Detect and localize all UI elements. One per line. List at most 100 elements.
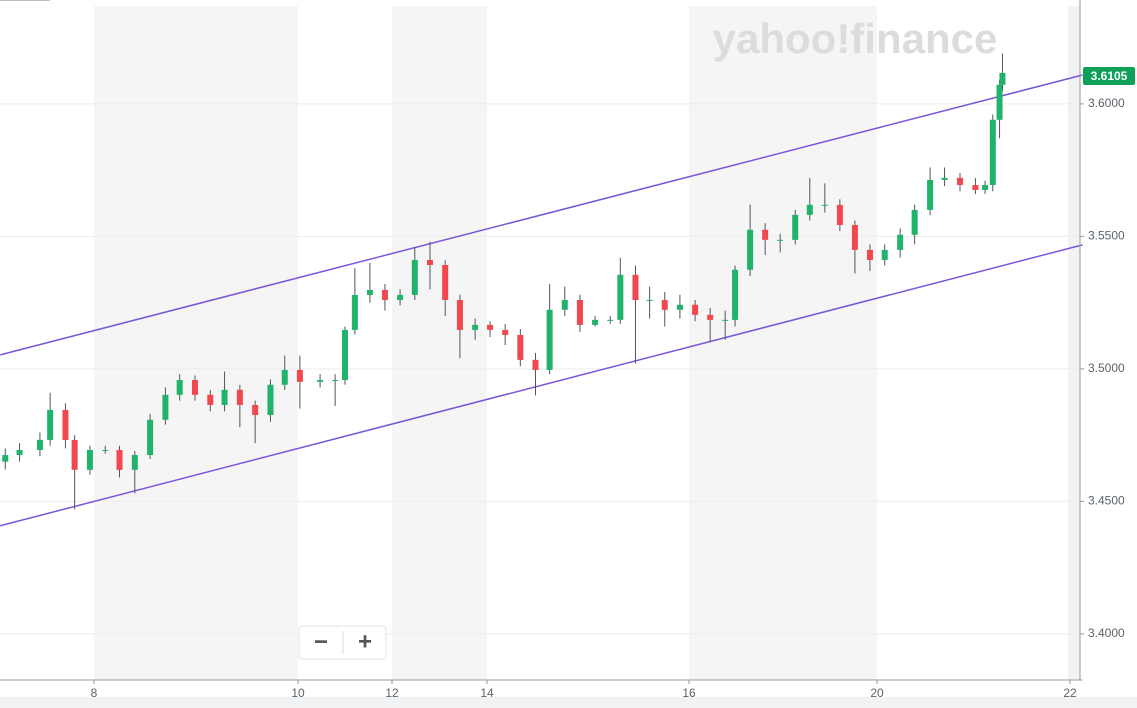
y-tick-label: 3.5000 xyxy=(1088,361,1125,375)
candle-body xyxy=(692,304,699,315)
candle-body xyxy=(342,329,348,381)
candle-body xyxy=(351,294,358,330)
last-price-box xyxy=(1083,67,1135,86)
candle-body xyxy=(911,209,918,235)
last-price-label: 3.6105 xyxy=(1091,69,1128,83)
candle-body xyxy=(982,184,989,191)
candle-body xyxy=(732,269,739,320)
candle-body xyxy=(561,299,568,310)
bottom-strip xyxy=(0,697,1137,708)
candle-body xyxy=(131,455,138,470)
candle-body xyxy=(147,419,154,456)
trendline xyxy=(0,74,1083,356)
candles xyxy=(2,53,1006,510)
candle-body xyxy=(221,389,228,405)
candle-body xyxy=(546,309,553,370)
candle-body xyxy=(792,214,799,240)
day-band xyxy=(689,6,877,680)
x-tick-label: 14 xyxy=(480,686,494,700)
candle-body xyxy=(592,319,599,325)
x-tick-label: 12 xyxy=(385,686,399,700)
candle-body xyxy=(207,394,214,405)
candle-body xyxy=(762,229,769,240)
candle-body xyxy=(821,204,828,206)
trendline xyxy=(0,244,1083,527)
candle-body xyxy=(517,334,524,360)
candle-body xyxy=(646,299,653,301)
candle-body xyxy=(332,380,339,382)
candle-body xyxy=(16,449,23,456)
candle-body xyxy=(317,380,324,382)
x-tick-label: 8 xyxy=(91,686,98,700)
candle-body xyxy=(47,409,54,440)
grid xyxy=(0,103,1080,635)
y-tick-label: 3.6000 xyxy=(1088,96,1125,110)
candle-body xyxy=(2,455,9,462)
x-tick-label: 10 xyxy=(291,686,305,700)
candle-body xyxy=(442,265,449,300)
trendlines xyxy=(0,74,1083,527)
candle-body xyxy=(36,439,43,450)
candle-body xyxy=(236,389,243,405)
day-band xyxy=(392,6,487,680)
candle-body xyxy=(806,204,813,215)
candle-body xyxy=(607,319,614,321)
candle-body xyxy=(472,324,479,330)
candle-body xyxy=(62,409,69,440)
candle-body xyxy=(411,259,418,295)
candle-body xyxy=(941,177,948,180)
candle-body xyxy=(176,380,183,395)
y-tick-label: 3.5500 xyxy=(1088,229,1125,243)
x-tick-label: 22 xyxy=(1063,686,1077,700)
candle-body xyxy=(956,177,963,185)
candle-body xyxy=(989,119,996,185)
candle-body xyxy=(632,274,639,300)
candle-body xyxy=(427,259,433,266)
candle-body xyxy=(71,439,78,470)
candle-body xyxy=(281,369,288,385)
x-tick-label: 16 xyxy=(682,686,696,700)
candle-body xyxy=(972,184,979,191)
candle-body xyxy=(897,234,904,250)
watermark: yahoo!finance xyxy=(713,15,998,62)
candle-body xyxy=(532,359,539,370)
zoom-controls: − + xyxy=(298,625,387,660)
day-band xyxy=(1068,6,1080,680)
candle-body xyxy=(296,369,303,382)
candle-body xyxy=(381,289,388,300)
candle-body xyxy=(86,449,93,470)
candle-body xyxy=(866,249,873,260)
candle-body xyxy=(487,324,494,330)
zoom-out-button[interactable]: − xyxy=(314,628,328,655)
y-tick-label: 3.4500 xyxy=(1088,494,1125,508)
candle-body xyxy=(252,404,259,415)
candle-body xyxy=(996,84,1003,120)
candle-body xyxy=(836,204,843,225)
candle-body xyxy=(777,239,784,241)
y-tick-label: 3.4000 xyxy=(1088,626,1125,640)
candle-body xyxy=(267,384,274,415)
candle-body xyxy=(502,329,509,335)
candle-body xyxy=(576,299,583,325)
candle-body xyxy=(881,249,888,260)
candle-body xyxy=(456,299,463,330)
candle-body xyxy=(851,224,858,250)
candle-body xyxy=(999,72,1006,85)
x-tick-label: 20 xyxy=(870,686,884,700)
candle-body xyxy=(397,294,404,300)
candle-body xyxy=(707,314,714,320)
day-band xyxy=(94,6,298,680)
candle-body xyxy=(366,289,373,295)
candle-body xyxy=(722,319,729,321)
candle-body xyxy=(162,394,169,420)
candle-body xyxy=(191,380,198,395)
candle-body xyxy=(676,304,683,310)
candle-body xyxy=(102,449,109,451)
candle-body xyxy=(661,299,668,310)
zoom-in-button[interactable]: + xyxy=(358,628,372,655)
candle-body xyxy=(116,449,123,470)
candle-body xyxy=(617,274,624,320)
